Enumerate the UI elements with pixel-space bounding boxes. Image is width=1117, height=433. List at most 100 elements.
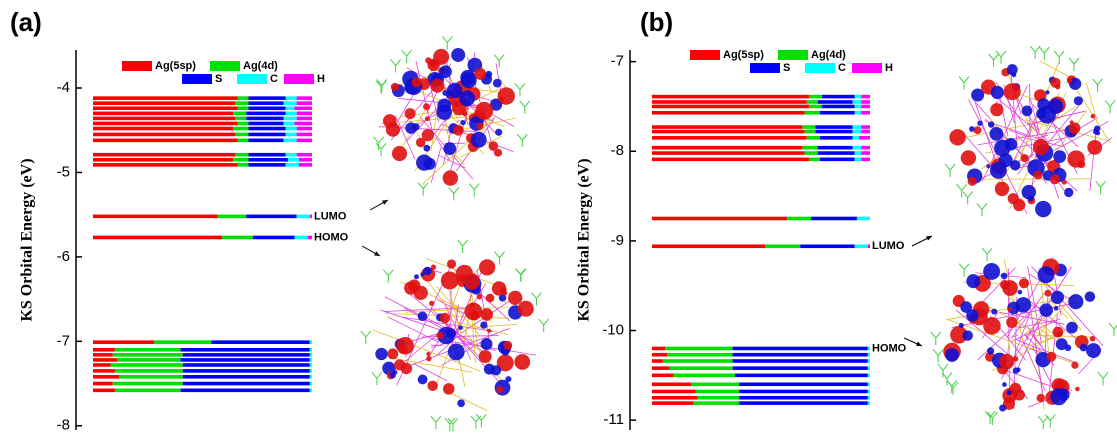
level-segment <box>802 125 815 129</box>
orbital-lobe <box>426 356 431 361</box>
level-segment <box>310 363 312 367</box>
orbital-lobe <box>1087 140 1102 155</box>
level-segment <box>286 112 297 116</box>
level-segment <box>868 401 870 405</box>
level-segment <box>733 353 868 357</box>
orbital-lobe <box>477 123 484 130</box>
level-segment <box>765 244 800 248</box>
orbital-lobe <box>480 321 487 328</box>
orbital-lobe <box>505 376 511 382</box>
level-segment <box>286 133 297 137</box>
orbital-lobe <box>443 170 458 185</box>
orbital-lobe <box>1013 367 1019 373</box>
level-segment <box>119 375 183 379</box>
level-segment <box>93 127 233 131</box>
level-segment <box>181 389 310 393</box>
level-segment <box>861 100 870 104</box>
orbital-lobe <box>1053 150 1066 163</box>
orbital-lobe <box>977 120 983 126</box>
level-segment <box>818 151 855 155</box>
level-segment <box>183 369 310 373</box>
level-segment <box>816 130 853 134</box>
level-segment <box>299 158 312 162</box>
orbital-lobe <box>974 126 982 134</box>
orbital-lobe <box>983 317 1000 334</box>
level-segment <box>294 236 307 240</box>
y-tick-label: -8 <box>611 142 624 159</box>
ligand <box>963 191 973 204</box>
orbital-lobe <box>405 122 417 134</box>
orbital-lobe <box>471 132 487 148</box>
orbital-lobe <box>460 120 465 125</box>
ligand <box>945 164 955 177</box>
level-segment <box>248 101 283 105</box>
level-segment <box>822 105 855 109</box>
orbital-lobe <box>966 274 980 288</box>
orbital-lobe <box>404 281 417 294</box>
orbital-lobe <box>414 274 419 279</box>
level-segment <box>652 95 809 99</box>
level-segment <box>652 244 765 248</box>
orbital-lobe <box>1018 290 1023 295</box>
orbital-lobe <box>375 348 387 360</box>
level-label: LUMO <box>314 210 347 222</box>
bond <box>1040 61 1072 78</box>
ligand <box>989 54 999 67</box>
level-segment <box>310 353 312 357</box>
ligand <box>494 55 504 68</box>
orbital-lobe <box>1057 331 1062 336</box>
level-segment <box>868 347 870 351</box>
orbital-lobe <box>990 127 1004 141</box>
orbital-lobe <box>465 303 483 321</box>
level-segment <box>183 382 310 386</box>
y-tick-label: -4 <box>57 79 70 96</box>
ligand <box>1054 51 1064 64</box>
orbital-lobe <box>990 103 1003 116</box>
level-segment <box>691 382 739 386</box>
level-segment <box>238 163 249 167</box>
level-segment <box>853 125 862 129</box>
legend-swatch <box>690 50 720 60</box>
level-segment <box>733 366 868 370</box>
orbital-lobe <box>1075 387 1079 391</box>
level-segment <box>310 340 312 344</box>
level-segment <box>111 363 183 367</box>
level-segment <box>652 382 691 386</box>
level-segment <box>805 130 816 134</box>
legend-swatch <box>122 61 152 71</box>
orbital-lobe <box>1014 389 1025 400</box>
level-segment <box>248 133 285 137</box>
level-segment <box>807 136 820 140</box>
level-segment <box>868 244 870 248</box>
y-tick-label: -7 <box>611 53 624 70</box>
level-segment <box>238 139 249 143</box>
ligand <box>957 184 967 197</box>
orbital-lobe <box>1037 394 1045 402</box>
ligand <box>516 269 526 282</box>
y-axis-label: KS Orbital Energy (eV) <box>576 158 593 321</box>
level-segment <box>733 347 868 351</box>
level-segment <box>233 112 246 116</box>
orbital-lobe <box>1035 201 1051 217</box>
orbital-lobe <box>1007 64 1018 75</box>
orbital-lobe <box>412 77 422 87</box>
orbital-lobe <box>486 294 495 303</box>
orbital-lobe <box>963 330 973 340</box>
level-segment <box>310 358 312 362</box>
orbital-lobe <box>464 273 480 289</box>
orbital-lobe <box>437 98 451 112</box>
orbital-lobe <box>396 337 414 355</box>
ligand <box>1030 46 1040 59</box>
orbital-lobe <box>1090 336 1095 341</box>
level-segment <box>93 348 115 352</box>
level-segment <box>855 244 868 248</box>
orbital-lobe <box>1007 390 1012 395</box>
level-segment <box>674 374 735 378</box>
level-label: LUMO <box>872 240 905 252</box>
level-segment <box>284 122 295 126</box>
ligand <box>431 416 441 429</box>
ligand <box>391 59 401 72</box>
ligand <box>458 240 468 253</box>
orbital-lobe <box>484 364 495 375</box>
legend-label: Ag(4d) <box>811 49 846 61</box>
